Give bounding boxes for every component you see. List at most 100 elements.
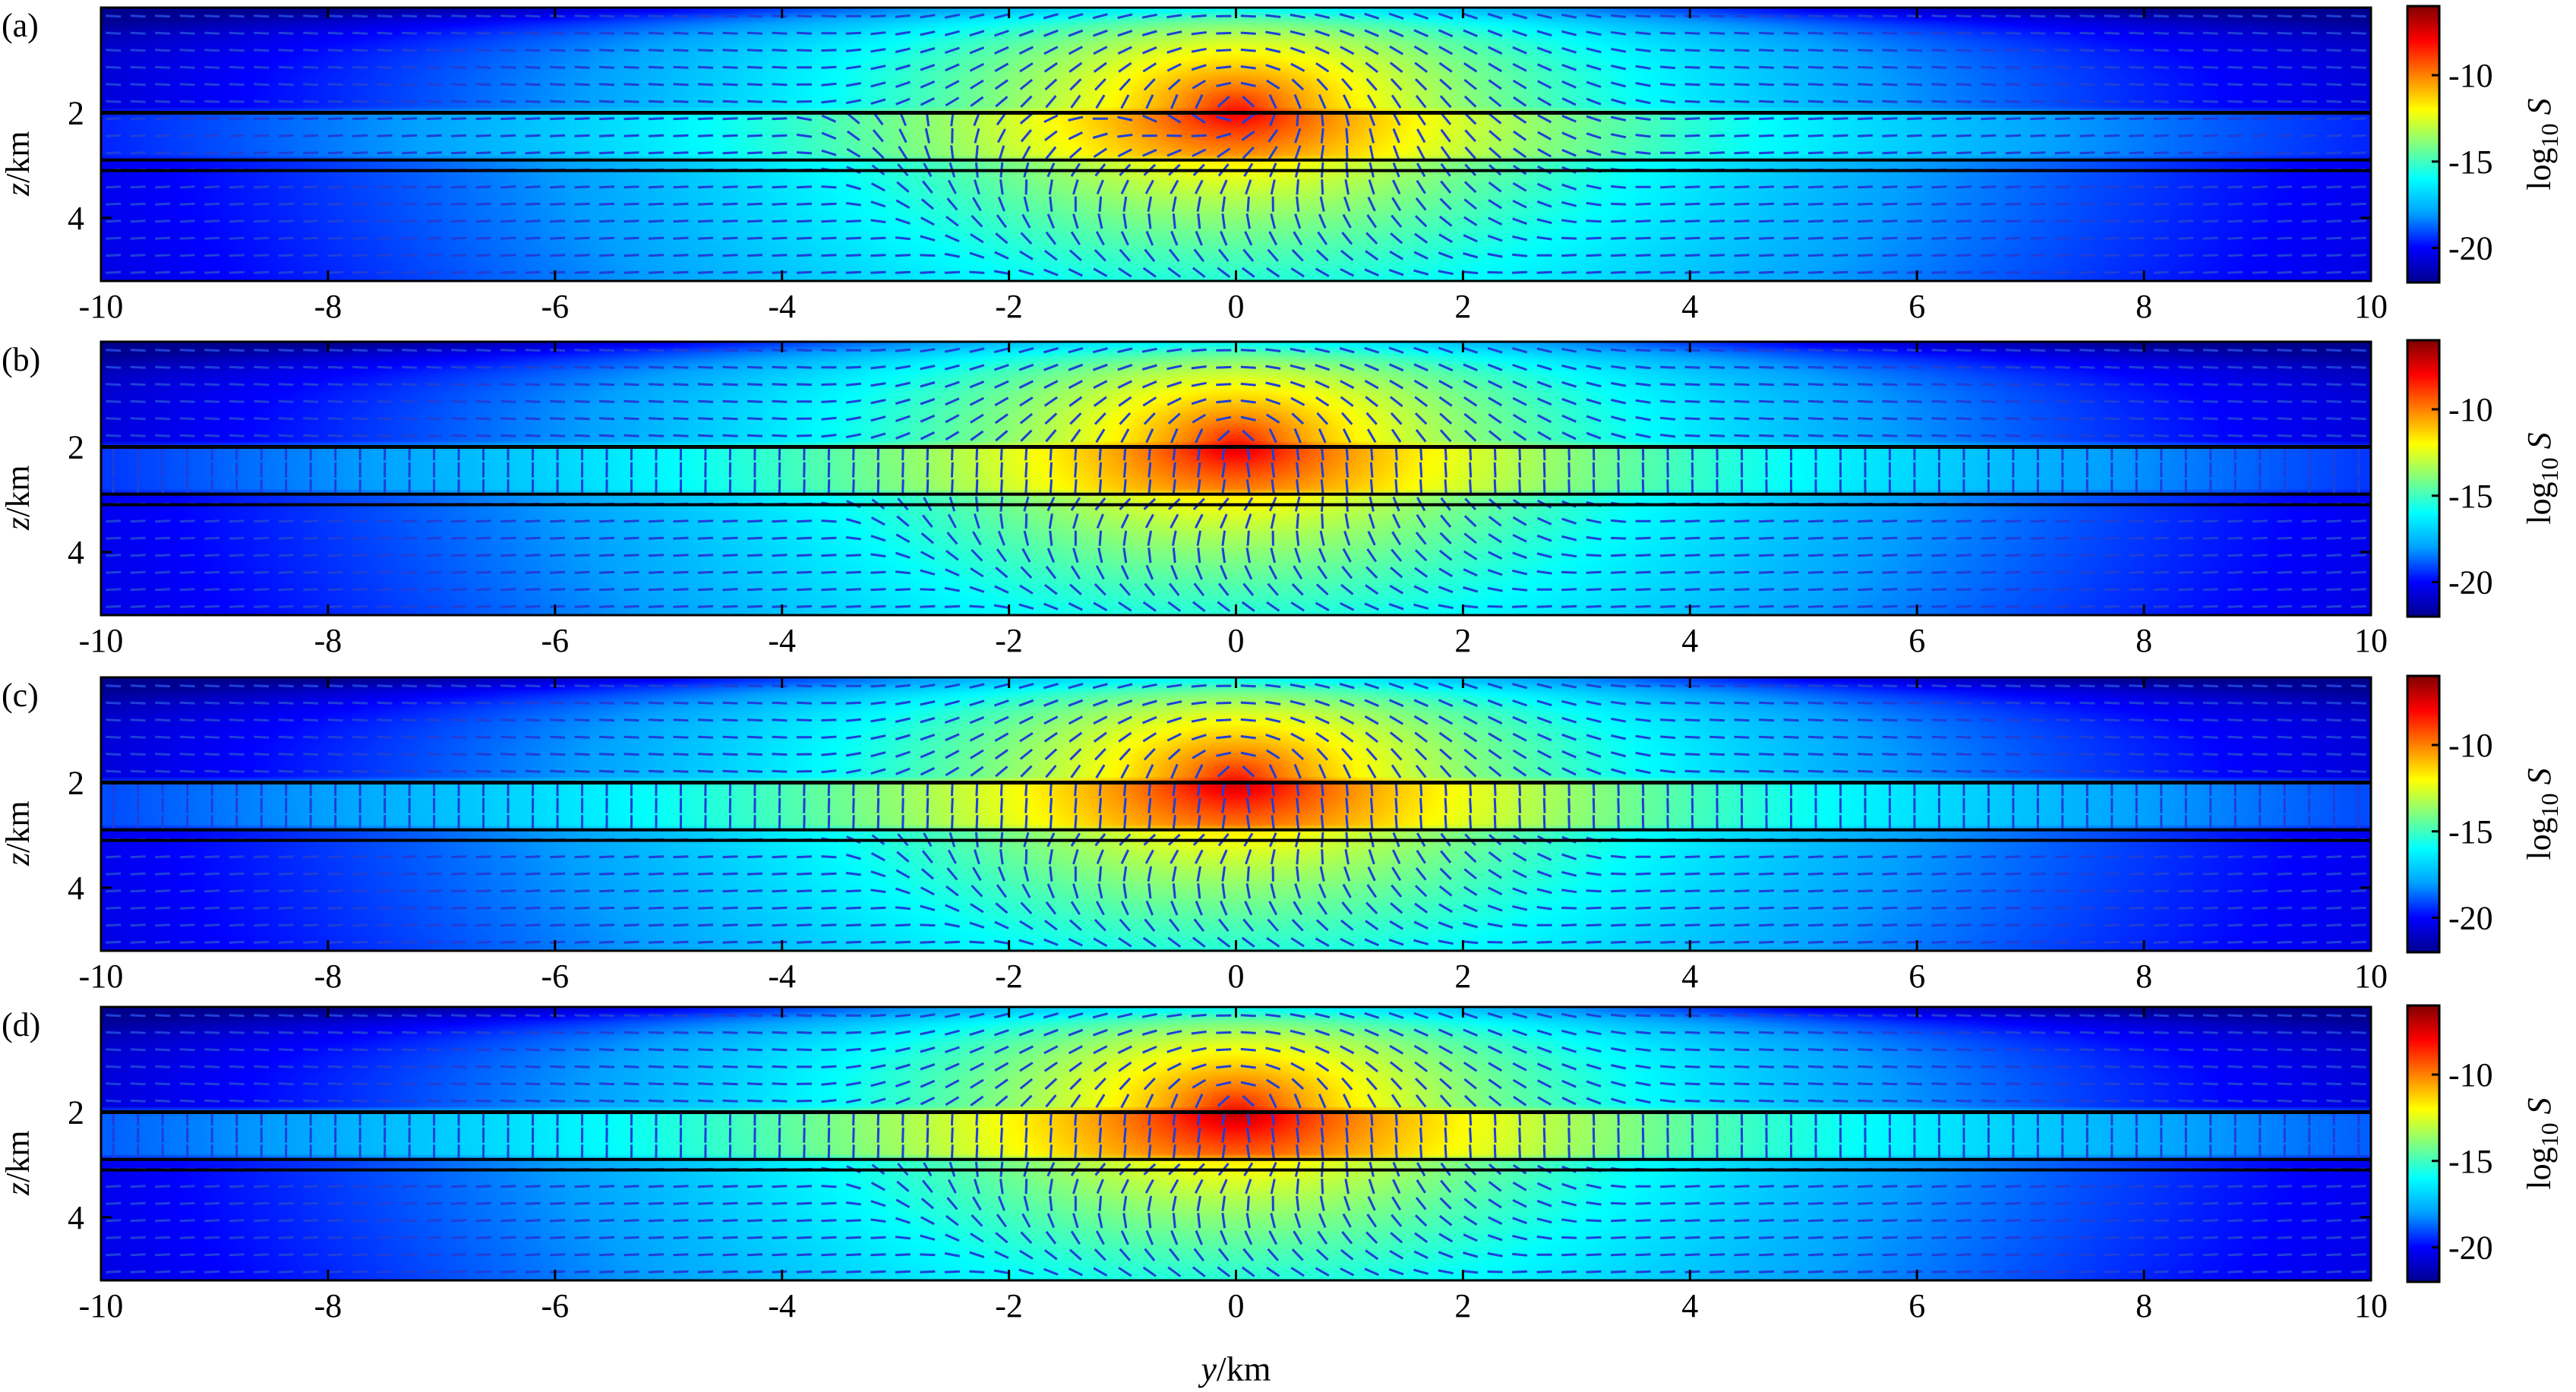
- field-dash: [1069, 731, 1083, 743]
- field-dash: [1221, 866, 1226, 882]
- field-dash: [1340, 919, 1354, 931]
- field-dash: [845, 48, 862, 52]
- field-dash: [623, 906, 639, 910]
- field-dash: [2153, 99, 2169, 103]
- field-dash: [1166, 62, 1182, 72]
- field-dash: [229, 1014, 245, 1018]
- field-dash: [1217, 936, 1231, 948]
- field-dash: [995, 902, 1009, 914]
- field-dash: [1684, 906, 1700, 910]
- field-dash: [673, 417, 689, 421]
- field-dash: [155, 270, 171, 274]
- field-dash: [1290, 347, 1305, 353]
- field-dash: [475, 134, 491, 137]
- field-dash: [1191, 64, 1207, 71]
- field-dash: [1118, 396, 1132, 407]
- field-dash: [1221, 815, 1226, 831]
- field-dash: [1043, 380, 1059, 390]
- field-dash: [1242, 918, 1255, 932]
- field-dash: [550, 906, 566, 910]
- field-dash: [525, 1014, 541, 1018]
- field-dash: [1807, 570, 1824, 574]
- field-dash: [993, 939, 1009, 945]
- field-dash: [2079, 365, 2095, 369]
- field-dash: [451, 684, 467, 688]
- x-tick-label: -10: [79, 288, 124, 325]
- field-dash: [1635, 433, 1651, 439]
- field-dash: [254, 383, 270, 387]
- field-dash: [155, 588, 171, 592]
- field-dash: [1463, 922, 1479, 929]
- field-dash: [598, 1065, 615, 1068]
- field-dash: [1956, 65, 1971, 69]
- field-dash: [1240, 684, 1256, 688]
- field-dash: [155, 684, 171, 688]
- field-dash: [451, 753, 467, 756]
- field-dash: [598, 99, 615, 103]
- field-dash: [2301, 554, 2317, 557]
- field-dash: [179, 185, 195, 189]
- field-dash: [1561, 553, 1577, 558]
- field-dash: [2153, 117, 2169, 121]
- field-dash: [327, 399, 343, 403]
- field-dash: [648, 519, 665, 523]
- colorbar-tick-label: -10: [2448, 57, 2493, 94]
- field-dash: [944, 46, 960, 54]
- field-dash: [1783, 1065, 1799, 1068]
- field-dash: [2104, 554, 2120, 557]
- field-dash: [994, 585, 1009, 594]
- field-dash: [106, 906, 122, 910]
- field-dash: [2227, 219, 2243, 223]
- field-dash: [1611, 254, 1627, 257]
- field-dash: [303, 65, 319, 69]
- field-dash: [1537, 131, 1552, 140]
- field-dash: [1444, 797, 1447, 813]
- field-dash: [1345, 145, 1349, 161]
- field-dash: [845, 518, 861, 525]
- field-dash: [1833, 417, 1848, 421]
- field-dash: [796, 906, 812, 910]
- field-dash: [697, 349, 714, 352]
- field-dash: [402, 718, 418, 722]
- field-dash: [2252, 14, 2268, 18]
- field-dash: [1463, 515, 1477, 528]
- field-dash: [451, 519, 467, 523]
- field-dash: [1734, 923, 1750, 927]
- field-dash: [1340, 747, 1353, 761]
- field-dash: [1611, 381, 1627, 387]
- field-dash: [993, 604, 1009, 609]
- field-dash: [2202, 99, 2218, 103]
- field-dash: [2252, 604, 2268, 608]
- field-dash: [451, 701, 467, 705]
- field-dash: [2277, 684, 2293, 688]
- field-dash: [1245, 883, 1251, 899]
- field-dash: [1122, 530, 1128, 546]
- field-dash: [525, 554, 541, 557]
- field-dash: [1586, 254, 1602, 257]
- field-dash: [1221, 548, 1226, 563]
- field-dash: [327, 83, 343, 87]
- field-dash: [1635, 31, 1651, 36]
- field-dash: [106, 718, 122, 722]
- field-dash: [1217, 765, 1230, 778]
- field-dash: [1734, 1014, 1750, 1018]
- field-dash: [2277, 117, 2293, 121]
- field-dash: [1245, 462, 1251, 478]
- field-dash: [2277, 254, 2293, 257]
- field-dash: [352, 83, 368, 87]
- field-dash: [2252, 417, 2268, 421]
- field-dash: [2178, 254, 2194, 257]
- field-dash: [1245, 179, 1252, 195]
- field-dash: [1635, 219, 1651, 223]
- field-dash: [475, 219, 491, 223]
- field-dash: [1906, 49, 1922, 52]
- field-dash: [574, 1031, 590, 1034]
- field-dash: [1981, 417, 1997, 421]
- field-dash: [377, 906, 393, 910]
- field-dash: [1392, 128, 1400, 144]
- field-dash: [1610, 1030, 1627, 1035]
- field-dash: [1221, 530, 1226, 546]
- field-dash: [550, 434, 566, 437]
- field-dash: [673, 399, 689, 403]
- field-dash: [895, 1063, 911, 1070]
